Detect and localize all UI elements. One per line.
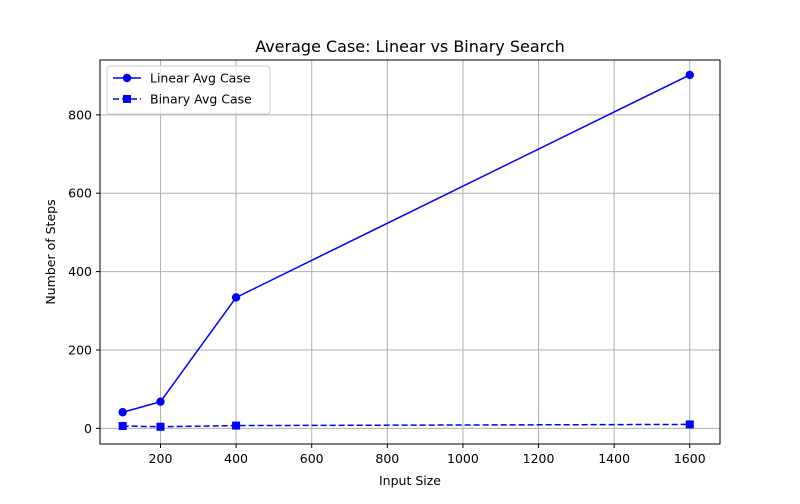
y-tick-label: 800 xyxy=(68,107,92,122)
data-point xyxy=(118,408,127,417)
y-axis: 0 200 400 600 800 xyxy=(68,107,100,436)
legend-label: Binary Avg Case xyxy=(150,92,252,107)
x-axis: 200 400 600 800 1000 1200 1400 1600 xyxy=(149,444,706,466)
x-axis-label: Input Size xyxy=(379,473,441,488)
x-tick-label: 200 xyxy=(149,451,173,466)
legend-marker xyxy=(123,95,131,103)
y-tick-label: 0 xyxy=(84,421,92,436)
x-tick-label: 1000 xyxy=(447,451,479,466)
legend-item: Binary Avg Case xyxy=(113,92,252,107)
data-point xyxy=(232,421,241,430)
x-tick-label: 400 xyxy=(224,451,248,466)
y-tick-label: 400 xyxy=(68,264,92,279)
x-tick-label: 1200 xyxy=(523,451,555,466)
chart-title: Average Case: Linear vs Binary Search xyxy=(255,37,565,56)
x-tick-label: 1400 xyxy=(598,451,630,466)
data-point xyxy=(231,293,241,302)
legend-marker xyxy=(122,73,132,83)
x-tick-label: 1600 xyxy=(674,451,706,466)
y-tick-label: 600 xyxy=(68,186,92,201)
y-axis-label: Number of Steps xyxy=(43,199,58,304)
series-layer xyxy=(118,70,694,431)
data-point xyxy=(156,422,165,431)
legend-label: Linear Avg Case xyxy=(150,71,251,86)
legend: Linear Avg Case Binary Avg Case xyxy=(106,65,271,115)
data-point xyxy=(685,70,694,80)
plot-frame xyxy=(99,59,721,445)
y-tick-label: 200 xyxy=(68,342,92,357)
grid xyxy=(100,60,720,444)
x-tick-label: 800 xyxy=(375,451,399,466)
series-linear xyxy=(118,70,694,417)
legend-box xyxy=(106,65,271,115)
data-point xyxy=(118,421,127,430)
series-binary xyxy=(118,420,694,431)
series-line xyxy=(122,74,691,413)
series-line xyxy=(122,423,690,428)
legend-item: Linear Avg Case xyxy=(113,71,251,86)
data-point xyxy=(685,420,694,429)
data-point xyxy=(156,397,165,406)
x-tick-label: 600 xyxy=(300,451,324,466)
